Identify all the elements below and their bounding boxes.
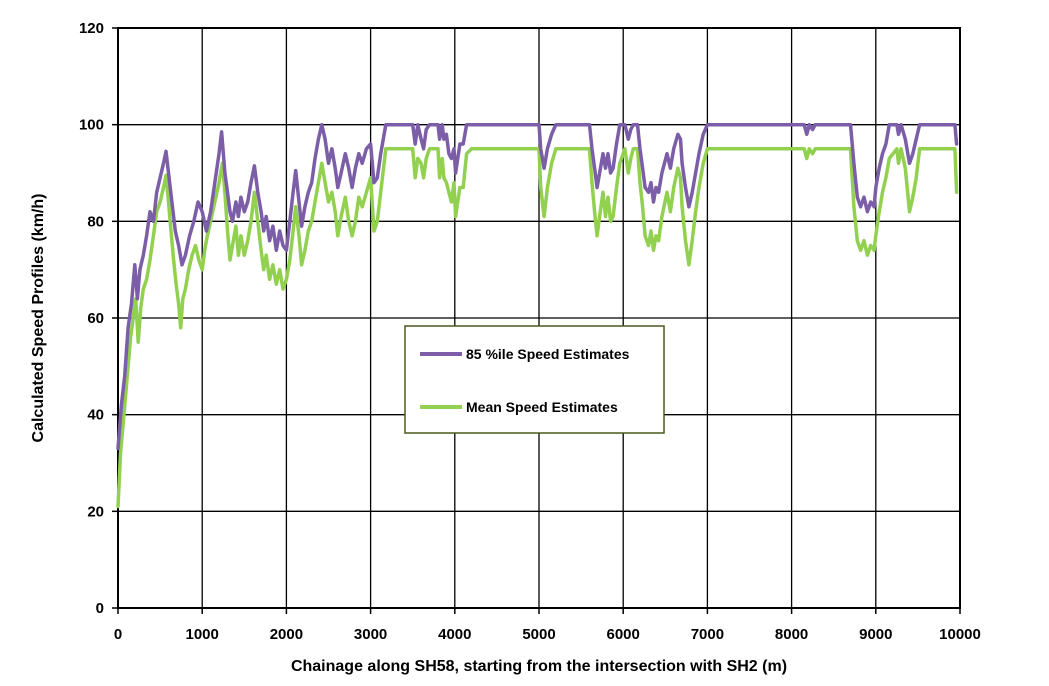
series-layer <box>116 122 959 509</box>
x-tick-label: 0 <box>114 626 122 643</box>
y-tick-label: 80 <box>87 213 104 230</box>
x-tick-label: 7000 <box>691 626 724 643</box>
x-tick-label: 3000 <box>354 626 387 643</box>
x-tick-label: 5000 <box>522 626 555 643</box>
x-tick-label: 9000 <box>859 626 892 643</box>
y-tick-label: 60 <box>87 310 104 327</box>
legend-label-mean: Mean Speed Estimates <box>466 399 618 415</box>
x-axis-title: Chainage along SH58, starting from the i… <box>291 658 787 675</box>
y-tick-label: 120 <box>79 20 104 37</box>
axis-ticks: 0 1000 2000 3000 4000 5000 6000 7000 8000 9000 100… <box>79 20 981 643</box>
x-tick-label: 4000 <box>438 626 471 643</box>
x-tick-label: 10000 <box>939 626 981 643</box>
x-tick-label: 8000 <box>775 626 808 643</box>
y-tick-label: 40 <box>87 407 104 424</box>
x-tick-label: 2000 <box>270 626 303 643</box>
y-axis-title: Calculated Speed Profiles (km/h) <box>30 194 47 443</box>
x-tick-label: 6000 <box>607 626 640 643</box>
y-tick-label: 20 <box>87 503 104 520</box>
series-line-85-percentile <box>116 122 959 451</box>
y-tick-label: 100 <box>79 117 104 134</box>
y-tick-label: 0 <box>96 600 104 617</box>
x-tick-label: 1000 <box>186 626 219 643</box>
legend-box <box>404 325 665 434</box>
legend-label-85-percentile: 85 %ile Speed Estimates <box>466 346 630 362</box>
series-line-mean <box>116 147 959 509</box>
legend: 85 %ile Speed Estimates Mean Speed Estim… <box>404 325 665 434</box>
